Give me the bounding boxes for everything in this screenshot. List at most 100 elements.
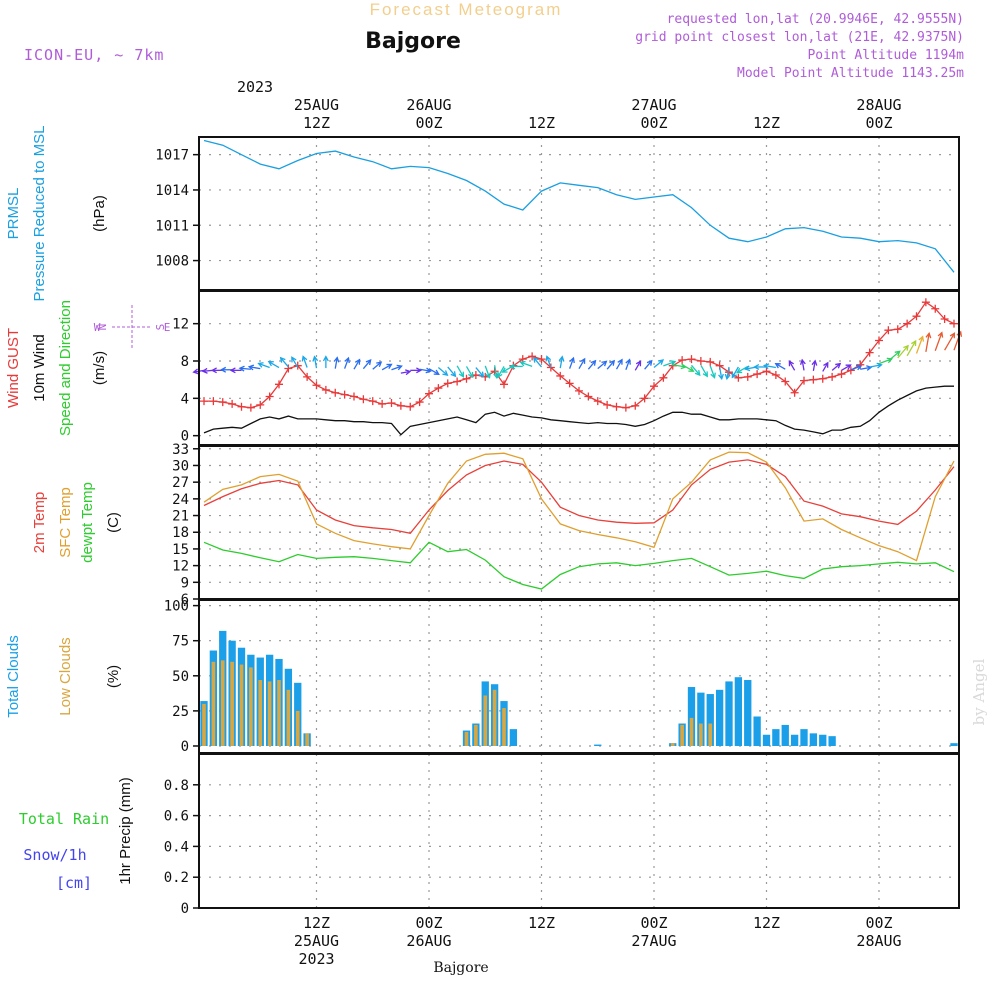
wind-arrow — [681, 364, 694, 372]
gust-marker — [706, 357, 715, 366]
wind-arrow — [653, 359, 664, 369]
low-cloud-bar — [211, 661, 216, 746]
wind-arrow-head — [497, 372, 503, 379]
wind-arrow — [634, 360, 642, 371]
total-cloud-bar — [772, 729, 780, 746]
wind-arrow-head — [657, 359, 665, 365]
wind-arrow — [775, 363, 786, 370]
wind-arrow-head — [925, 332, 932, 339]
total-cloud-bar — [781, 724, 789, 746]
wind-arrow — [615, 359, 623, 370]
wind-arrow-head — [903, 344, 909, 351]
precip-legend-label: Snow/1h — [23, 846, 86, 864]
bottom-time-label: 26AUG — [406, 932, 451, 950]
wind-arrow-head — [670, 360, 677, 366]
gust-marker — [603, 400, 612, 409]
total-cloud-bar — [594, 744, 602, 746]
wind-arrow-head — [425, 367, 432, 374]
wind-arrow — [465, 366, 474, 378]
bottom-time-label: 27AUG — [631, 932, 676, 950]
wind-arrow-head — [545, 355, 552, 362]
wind-arrow — [419, 368, 431, 372]
gust-marker — [865, 348, 874, 357]
wind-arrow-head — [835, 362, 842, 369]
gust-marker — [743, 372, 752, 381]
wind-arrow-head — [635, 360, 642, 367]
low-cloud-bar — [277, 680, 281, 746]
wind-arrow — [362, 359, 372, 370]
wind-arrow-head — [811, 359, 818, 366]
wind-arrow-head — [688, 366, 695, 372]
series-line-prmsl — [203, 139, 955, 273]
gust-marker — [415, 398, 424, 407]
wind-arrow-head — [344, 356, 350, 364]
gust-marker — [284, 364, 293, 373]
gust-marker — [800, 376, 808, 385]
wind-arrow-head — [365, 358, 372, 366]
bottom-time-label: 00Z — [640, 914, 667, 932]
bottom-time-label: 00Z — [415, 914, 442, 932]
gust-marker — [500, 380, 508, 389]
low-cloud-bar — [295, 710, 300, 746]
gust-marker — [537, 355, 546, 364]
bottom-time-label: 12Z — [303, 914, 330, 932]
y-axis-label: (hPa) — [91, 195, 108, 232]
gust-marker — [640, 394, 649, 403]
top-year: 2023 — [237, 78, 273, 96]
low-cloud-bar — [670, 743, 675, 746]
wind-arrow-head — [468, 372, 474, 379]
wind-arrow-head — [743, 365, 751, 372]
gust-marker — [387, 399, 396, 407]
y-tick-label: 9 — [181, 575, 189, 591]
gust-marker — [565, 379, 574, 388]
wind-arrow — [860, 366, 872, 370]
compass-cross — [112, 305, 152, 349]
wind-arrow-head — [609, 359, 616, 366]
total-cloud-bar — [809, 733, 818, 746]
wind-arrow — [258, 362, 270, 369]
gust-marker — [218, 398, 227, 407]
wind-arrow-head — [354, 358, 361, 365]
wind-arrow — [475, 367, 484, 377]
wind-arrow — [372, 361, 382, 370]
wind-arrow-head — [788, 360, 794, 367]
gust-marker — [340, 390, 349, 399]
gust-marker — [696, 357, 705, 365]
top-hour-label: 00Z — [865, 114, 892, 132]
gust-marker — [781, 377, 790, 386]
gust-marker — [312, 381, 321, 390]
gust-marker — [753, 370, 762, 379]
series-line-2m-temp — [203, 459, 955, 535]
compass-label: S — [154, 324, 167, 331]
low-cloud-bar — [249, 667, 253, 746]
low-cloud-bar — [202, 703, 206, 746]
wind-arrow-head — [735, 367, 743, 374]
wind-arrow — [700, 364, 708, 377]
wind-arrow — [302, 356, 308, 368]
gust-marker — [584, 392, 593, 401]
gust-marker — [256, 400, 265, 409]
y-tick-label: 25 — [172, 704, 189, 720]
gust-marker — [303, 372, 312, 381]
top-hour-label: 12Z — [303, 114, 330, 132]
wind-arrow — [897, 345, 909, 359]
wind-arrow-head — [845, 364, 852, 370]
wind-arrow-head — [519, 360, 526, 367]
requested-coords: requested lon,lat (20.9946E, 42.9555N) — [667, 12, 964, 27]
y-axis-label: (m/s) — [91, 351, 108, 385]
total-cloud-bar — [509, 729, 518, 746]
wind-arrow-head — [590, 359, 597, 366]
wind-arrow — [709, 365, 716, 378]
gust-marker — [762, 367, 771, 376]
total-cloud-bar — [734, 677, 743, 746]
wind-arrow — [400, 370, 411, 374]
wind-arrow-head — [312, 355, 319, 362]
gridpoint-coords: grid point closest lon,lat (21E, 42.9375… — [635, 30, 964, 45]
wind-arrow — [239, 367, 251, 370]
wind-arrow — [559, 356, 563, 369]
gust-marker — [350, 392, 358, 401]
wind-arrow — [812, 360, 816, 372]
gust-marker — [903, 319, 912, 328]
